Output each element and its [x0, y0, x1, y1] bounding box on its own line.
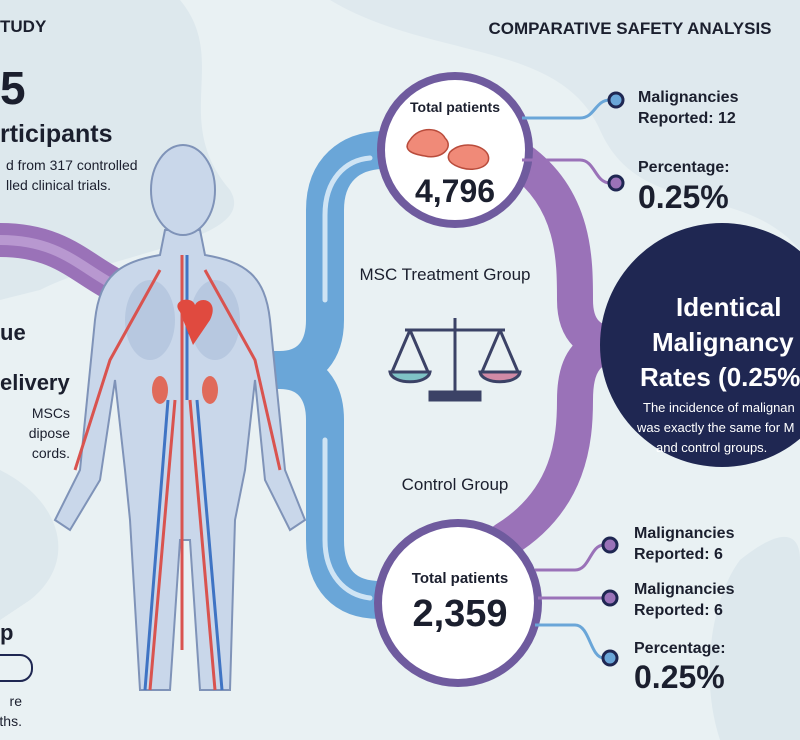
bottom-title: p: [0, 620, 13, 645]
flow-pipes: [0, 131, 638, 619]
conclusion-circle: [600, 223, 800, 467]
section-text: dipose: [29, 425, 70, 441]
group-label: MSC Treatment Group: [359, 265, 530, 284]
bottom-text: re: [10, 693, 23, 709]
connectors: [522, 91, 625, 667]
scale-icon: [388, 318, 522, 402]
stat-label: Malignancies: [634, 525, 735, 542]
stat-value: Reported: 6: [634, 546, 723, 563]
human-body: [53, 144, 307, 691]
control-circle: [374, 519, 542, 687]
comparison-title: COMPARATIVE SAFETY ANALYSIS: [488, 19, 771, 38]
group-label: Control Group: [402, 475, 509, 494]
left-description: lled clinical trials.: [6, 177, 111, 193]
stat-label: Percentage:: [634, 640, 726, 657]
left-heading: TUDY: [0, 17, 47, 36]
patients-count: 2,359: [412, 593, 507, 635]
section-title: ue: [0, 320, 26, 345]
conclusion-text: The incidence of malignan: [643, 400, 795, 415]
stat-label: Percentage:: [638, 159, 730, 176]
stat-value: 0.25%: [634, 659, 725, 695]
stat-value: Reported: 12: [638, 110, 736, 127]
conclusion-title: Identical: [676, 292, 781, 322]
stat-label: Malignancies: [634, 581, 735, 598]
conclusion-title: Rates (0.25%: [640, 362, 800, 392]
left-description: d from 317 controlled: [6, 157, 138, 173]
patients-label: Total patients: [410, 99, 500, 115]
patients-label: Total patients: [412, 570, 508, 587]
participant-label: rticipants: [0, 120, 113, 148]
section-title: elivery: [0, 370, 70, 395]
section-text: MSCs: [32, 405, 70, 421]
left-pill: [0, 654, 33, 682]
conclusion-title: Malignancy: [652, 327, 794, 357]
conclusion-text: and control groups.: [656, 440, 767, 455]
stat-value: Reported: 6: [634, 602, 723, 619]
stat-value: 0.25%: [638, 179, 729, 215]
conclusion-text: was exactly the same for M: [636, 420, 795, 435]
bottom-text: ths.: [0, 713, 22, 729]
patients-count: 4,796: [415, 173, 495, 209]
section-text: cords.: [32, 445, 70, 461]
treatment-circle: [377, 72, 533, 228]
stat-label: Malignancies: [638, 89, 739, 106]
participant-count: 5: [0, 62, 26, 114]
